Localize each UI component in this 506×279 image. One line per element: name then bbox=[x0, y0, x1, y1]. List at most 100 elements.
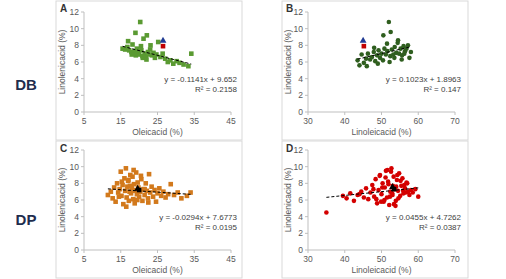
point bbox=[175, 190, 180, 195]
r-squared: R² = 0.2158 bbox=[195, 85, 238, 94]
point bbox=[140, 199, 145, 204]
point bbox=[161, 189, 166, 194]
point bbox=[362, 195, 367, 200]
point bbox=[366, 197, 371, 202]
point bbox=[375, 201, 380, 206]
point bbox=[151, 194, 156, 199]
point bbox=[146, 196, 151, 201]
x-tick-label: 60 bbox=[414, 254, 424, 264]
y-axis-title: Linolenicacid (%) bbox=[283, 29, 293, 94]
point bbox=[147, 172, 152, 177]
plot-area bbox=[355, 20, 413, 69]
point bbox=[366, 51, 371, 56]
x-tick-label: 5 bbox=[82, 116, 87, 126]
y-tick bbox=[81, 150, 84, 151]
y-tick bbox=[305, 78, 308, 79]
y-tick bbox=[81, 12, 84, 13]
point bbox=[396, 189, 401, 194]
point bbox=[135, 198, 140, 203]
panel-letter: D bbox=[286, 143, 293, 154]
x-tick bbox=[194, 112, 195, 115]
row-label: DP bbox=[16, 211, 37, 228]
y-tick-label: 6 bbox=[74, 195, 79, 205]
point bbox=[160, 37, 167, 43]
x-tick bbox=[381, 250, 382, 253]
point bbox=[124, 204, 129, 209]
point bbox=[409, 50, 414, 55]
y-axis-title: Linolenicacid (%) bbox=[283, 167, 293, 232]
point bbox=[388, 194, 393, 199]
point bbox=[387, 60, 392, 65]
plot-area bbox=[324, 166, 420, 215]
x-tick bbox=[157, 250, 158, 253]
r-squared: R² = 0.147 bbox=[423, 85, 461, 94]
x-tick-label: 5 bbox=[82, 254, 87, 264]
point bbox=[402, 51, 407, 56]
equation: y = 0.0455x + 4.7262 bbox=[386, 213, 462, 222]
y-tick-label: 12 bbox=[294, 7, 304, 17]
y-tick bbox=[305, 166, 308, 167]
panel: A515253545024681012Oleicacid (%)Linoleni… bbox=[56, 1, 242, 140]
point bbox=[392, 45, 397, 50]
point bbox=[139, 174, 144, 179]
point bbox=[159, 194, 164, 199]
point bbox=[357, 63, 362, 68]
point bbox=[124, 166, 129, 171]
y-tick bbox=[81, 62, 84, 63]
point bbox=[373, 177, 378, 182]
x-tick-label: 15 bbox=[116, 254, 126, 264]
y-tick bbox=[305, 45, 308, 46]
y-tick bbox=[305, 112, 308, 113]
r-squared: R² = 0.0195 bbox=[195, 223, 238, 232]
point bbox=[154, 199, 159, 204]
x-tick bbox=[455, 112, 456, 115]
x-axis-title: Linoleicacid (%) bbox=[352, 127, 412, 137]
point bbox=[131, 168, 136, 173]
panel-letter: A bbox=[60, 3, 67, 14]
point bbox=[385, 41, 390, 46]
y-axis-title: Linolenicacid (%) bbox=[57, 167, 67, 232]
point bbox=[407, 56, 412, 61]
point bbox=[381, 33, 386, 38]
point bbox=[129, 191, 134, 196]
panel-frame bbox=[56, 141, 242, 278]
panel: C515253545024681012Oleicacid (%)Linoleni… bbox=[56, 141, 242, 278]
y-tick-label: 12 bbox=[70, 145, 80, 155]
y-tick-label: 6 bbox=[74, 57, 79, 67]
point bbox=[148, 47, 153, 52]
x-tick-label: 45 bbox=[226, 254, 236, 264]
y-tick-label: 8 bbox=[74, 178, 79, 188]
point bbox=[365, 64, 370, 69]
point bbox=[145, 33, 150, 38]
x-tick-label: 15 bbox=[116, 116, 126, 126]
y-tick-label: 6 bbox=[298, 57, 303, 67]
x-tick-label: 30 bbox=[303, 116, 313, 126]
point bbox=[385, 49, 390, 54]
y-tick bbox=[81, 112, 84, 113]
point bbox=[371, 187, 376, 192]
point bbox=[362, 44, 367, 49]
y-tick-label: 2 bbox=[74, 90, 79, 100]
r-squared: R² = 0.0387 bbox=[419, 223, 462, 232]
point bbox=[118, 169, 123, 174]
trend-line bbox=[326, 188, 418, 197]
point bbox=[383, 175, 388, 180]
point bbox=[352, 199, 357, 204]
point bbox=[131, 197, 136, 202]
y-tick bbox=[305, 250, 308, 251]
point bbox=[154, 52, 159, 57]
point bbox=[126, 179, 131, 184]
point bbox=[385, 168, 390, 173]
y-tick bbox=[305, 183, 308, 184]
point bbox=[387, 203, 392, 208]
point bbox=[386, 182, 391, 187]
row-label: DB bbox=[15, 76, 37, 93]
x-tick-label: 70 bbox=[450, 116, 460, 126]
trend-line bbox=[108, 189, 191, 195]
y-tick bbox=[81, 45, 84, 46]
x-tick bbox=[455, 250, 456, 253]
x-tick bbox=[231, 250, 232, 253]
point bbox=[387, 20, 392, 25]
x-tick-label: 25 bbox=[153, 254, 163, 264]
panel: B3040506070024681012Linoleicacid (%)Lino… bbox=[282, 1, 468, 140]
